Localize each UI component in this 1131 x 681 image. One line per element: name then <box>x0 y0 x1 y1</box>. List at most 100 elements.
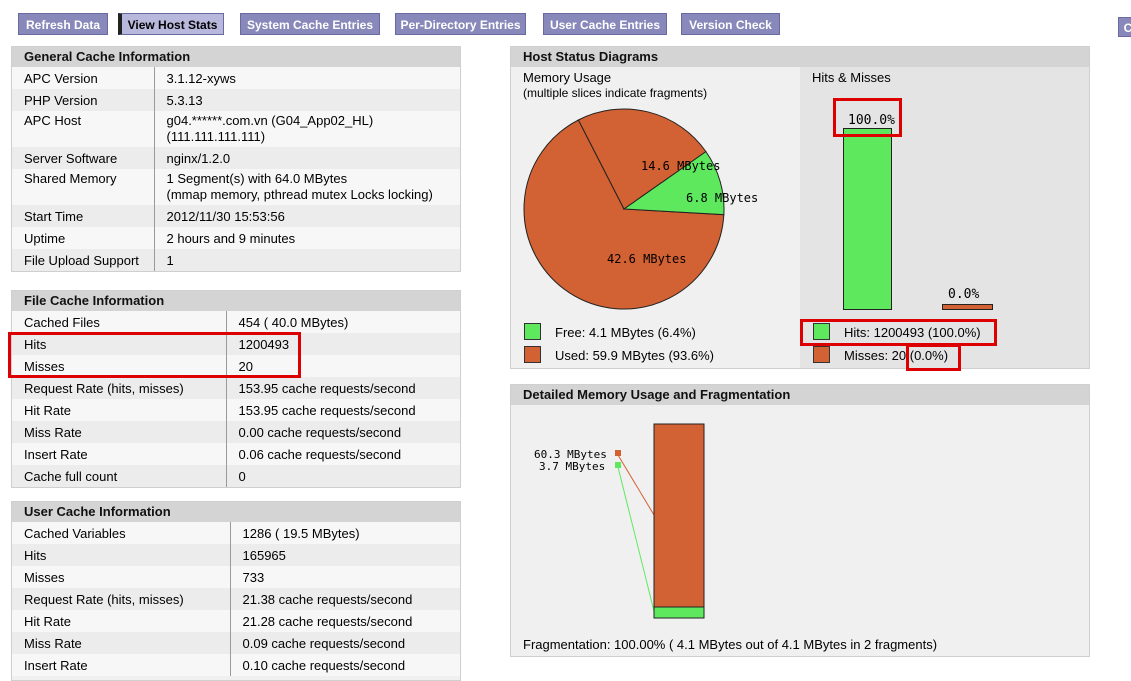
row-key: Insert Rate <box>12 443 227 465</box>
row-key: Hits <box>12 333 227 355</box>
frag-bar-used <box>653 423 705 608</box>
hits-pct-highlight <box>833 98 902 137</box>
row-key: Cached Variables <box>12 522 231 544</box>
general-cache-title: General Cache Information <box>12 47 460 67</box>
table-row: Hits 165965 <box>12 544 460 566</box>
row-value-line2: (mmap memory, pthread mutex Locks lockin… <box>166 187 433 202</box>
row-value: 0 <box>226 465 460 487</box>
misses-legend-swatch <box>813 346 830 363</box>
hits-legend-highlight <box>800 319 997 346</box>
frag-leader-free <box>617 466 655 612</box>
row-value: 0.09 cache requests/second <box>230 632 460 654</box>
row-key: Hit Rate <box>12 399 227 421</box>
table-row: Start Time 2012/11/30 15:53:56 <box>12 205 460 227</box>
frag-marker-used <box>615 450 621 456</box>
row-value: 1 <box>154 249 460 271</box>
table-row: APC Host g04.******.com.vn (G04_App02_HL)… <box>12 111 460 147</box>
row-value: 5.3.13 <box>154 89 460 111</box>
table-row: Server Software nginx/1.2.0 <box>12 147 460 169</box>
row-key: Uptime <box>12 227 155 249</box>
fragmentation-title: Detailed Memory Usage and Fragmentation <box>511 385 1089 405</box>
row-value: 2012/11/30 15:53:56 <box>154 205 460 227</box>
file-cache-table: Cached Files 454 ( 40.0 MBytes) Hits 12004… <box>12 311 460 487</box>
table-row: Insert Rate 0.10 cache requests/second <box>12 654 460 676</box>
pie-label-used-large: 42.6 MBytes <box>607 252 686 266</box>
fragmentation-chart <box>615 423 705 619</box>
pie-slice-2 <box>622 150 725 216</box>
table-row: Shared Memory 1 Segment(s) with 64.0 MByt… <box>12 169 460 205</box>
frag-bar-free <box>653 606 705 619</box>
row-value: 454 ( 40.0 MBytes) <box>226 311 460 333</box>
fragmentation-summary: Fragmentation: 100.00% ( 4.1 MBytes out … <box>523 637 938 652</box>
row-value: 1200493 <box>226 333 460 355</box>
pie-label-free: 6.8 MBytes <box>686 191 758 205</box>
file-cache-title: File Cache Information <box>12 291 460 311</box>
misses-legend-text: Misses: 20 <box>844 348 910 363</box>
hits-legend-swatch <box>813 323 830 340</box>
frag-label-top: 60.3 MBytes <box>534 448 607 461</box>
row-key: Server Software <box>12 147 155 169</box>
row-value: nginx/1.2.0 <box>154 147 460 169</box>
row-key: Hits <box>12 544 231 566</box>
free-legend-swatch <box>524 323 541 340</box>
table-row: Misses 733 <box>12 566 460 588</box>
table-row: Hits 1200493 <box>12 333 460 355</box>
frag-marker-free <box>615 462 621 468</box>
table-row: PHP Version 5.3.13 <box>12 89 460 111</box>
misses-percent-label: 0.0% <box>948 287 980 302</box>
hits-misses-title: Hits & Misses <box>812 70 891 85</box>
row-value: 733 <box>230 566 460 588</box>
row-value-line2: (111.111.111.111) <box>166 129 266 144</box>
pie-label-used-small: 14.6 MBytes <box>641 159 720 173</box>
row-value: 165965 <box>230 544 460 566</box>
row-key: Miss Rate <box>12 632 231 654</box>
table-row: Request Rate (hits, misses) 153.95 cache … <box>12 377 460 399</box>
row-key: APC Host <box>12 111 155 147</box>
memory-usage-subtitle: (multiple slices indicate fragments) <box>523 86 708 100</box>
row-value: 20 <box>226 355 460 377</box>
misses-legend-label: Misses: 20 (0.0%) <box>844 348 948 363</box>
misses-legend-pct: (0.0%) <box>909 348 949 363</box>
row-key: Miss Rate <box>12 421 227 443</box>
row-value: 2 hours and 9 minutes <box>154 227 460 249</box>
row-key: Shared Memory <box>12 169 155 205</box>
fragmentation-panel: Detailed Memory Usage and Fragmentation … <box>510 384 1090 657</box>
table-row: Miss Rate 0.00 cache requests/second <box>12 421 460 443</box>
edge-nav-button[interactable]: C <box>1118 17 1131 37</box>
used-legend-swatch <box>524 346 541 363</box>
user-cache-title: User Cache Information <box>12 502 460 522</box>
row-key: Insert Rate <box>12 654 231 676</box>
table-row: Request Rate (hits, misses) 21.38 cache r… <box>12 588 460 610</box>
row-key: Cached Files <box>12 311 227 333</box>
row-value: 1 Segment(s) with 64.0 MBytes (mmap memor… <box>154 169 460 205</box>
free-legend-label: Free: 4.1 MBytes (6.4%) <box>555 325 696 340</box>
row-value: g04.******.com.vn (G04_App02_HL) (111.111… <box>154 111 460 147</box>
row-value: 0.00 cache requests/second <box>226 421 460 443</box>
pie-slices <box>523 108 725 310</box>
row-value: 21.28 cache requests/second <box>230 610 460 632</box>
row-value: 0.10 cache requests/second <box>230 654 460 676</box>
row-key: PHP Version <box>12 89 155 111</box>
view-host-stats-button[interactable]: View Host Stats <box>118 13 224 35</box>
row-key: Hit Rate <box>12 610 231 632</box>
row-value: 1286 ( 19.5 MBytes) <box>230 522 460 544</box>
row-key: Misses <box>12 566 231 588</box>
user-cache-entries-button[interactable]: User Cache Entries <box>543 13 667 35</box>
row-key: Cache full count <box>12 465 227 487</box>
row-value: 0.06 cache requests/second <box>226 443 460 465</box>
system-cache-entries-button[interactable]: System Cache Entries <box>240 13 380 35</box>
memory-pie-chart: 14.6 MBytes 6.8 MBytes 42.6 MBytes <box>523 108 758 310</box>
row-value: 153.95 cache requests/second <box>226 377 460 399</box>
used-legend-label: Used: 59.9 MBytes (93.6%) <box>555 348 714 363</box>
row-key: Request Rate (hits, misses) <box>12 588 231 610</box>
hits-percent-label: 100.0% <box>848 113 895 128</box>
general-cache-table: APC Version 3.1.12-xyws PHP Version 5.3.13… <box>12 67 460 271</box>
refresh-data-button[interactable]: Refresh Data <box>18 13 108 35</box>
pie-slice-0 <box>523 119 725 310</box>
hits-legend-label: Hits: 1200493 (100.0%) <box>844 325 981 340</box>
per-directory-entries-button[interactable]: Per-Directory Entries <box>395 13 526 35</box>
row-value: 153.95 cache requests/second <box>226 399 460 421</box>
host-status-title: Host Status Diagrams <box>511 47 1089 67</box>
version-check-button[interactable]: Version Check <box>681 13 780 35</box>
memory-usage-title: Memory Usage <box>523 70 612 85</box>
